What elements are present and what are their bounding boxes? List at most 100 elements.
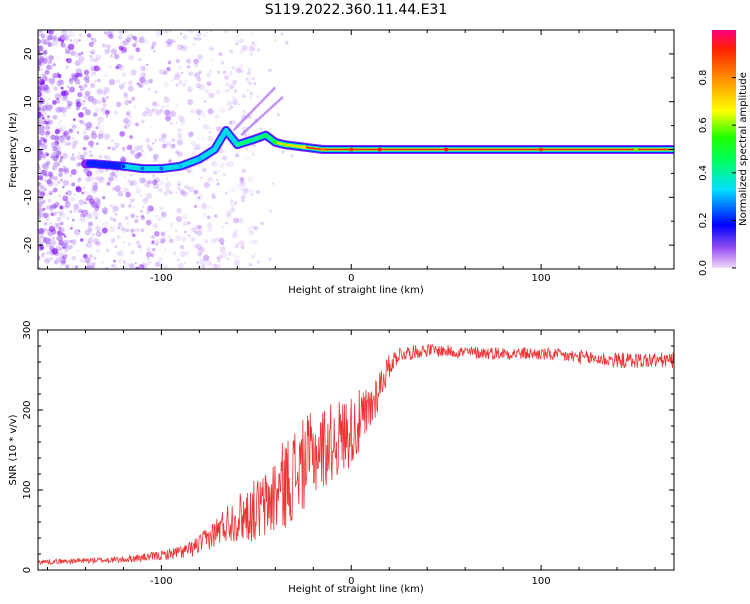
noise-speckle [196, 261, 199, 264]
noise-speckle [48, 190, 54, 196]
noise-speckle [229, 49, 234, 54]
noise-speckle [211, 194, 216, 199]
noise-speckle [48, 64, 54, 70]
noise-speckle [104, 73, 107, 77]
noise-speckle [45, 241, 52, 248]
noise-speckle [170, 143, 176, 149]
noise-speckle [253, 225, 258, 230]
noise-speckle [129, 213, 135, 219]
noise-speckle [196, 229, 203, 236]
noise-speckle [59, 205, 64, 210]
noise-speckle [39, 185, 44, 189]
spectrogram-x-axis: -100 0 100 [46, 30, 656, 284]
noise-speckle [239, 186, 243, 190]
noise-speckle [193, 62, 199, 68]
noise-speckle [86, 33, 92, 38]
noise-speckle [68, 43, 75, 50]
noise-speckle [131, 35, 135, 39]
noise-speckle [126, 109, 132, 116]
noise-speckle [71, 124, 77, 129]
noise-speckle [39, 121, 42, 124]
noise-speckle [244, 187, 249, 192]
noise-speckle [77, 249, 80, 252]
ridge-layer [303, 146, 674, 151]
noise-speckle [227, 89, 230, 92]
noise-speckle [240, 178, 244, 182]
noise-speckle [271, 182, 274, 185]
noise-speckle [92, 37, 96, 40]
noise-speckle [247, 176, 255, 183]
noise-speckle [89, 262, 94, 267]
noise-speckle [56, 97, 59, 101]
noise-speckle [83, 106, 88, 111]
noise-speckle [81, 209, 89, 216]
noise-speckle [141, 229, 145, 233]
noise-speckle [113, 218, 117, 222]
noise-speckle [63, 130, 69, 137]
noise-speckle [175, 191, 178, 194]
noise-speckle [140, 215, 146, 221]
noise-speckle [155, 109, 162, 116]
noise-speckle [242, 109, 246, 114]
noise-speckle [110, 48, 117, 55]
noise-speckle [110, 171, 116, 177]
noise-speckle [290, 154, 294, 158]
noise-speckle [89, 150, 92, 153]
noise-speckle [92, 185, 98, 192]
colorbar-gradient [712, 30, 736, 268]
noise-speckle [102, 103, 107, 108]
noise-speckle [70, 197, 75, 202]
noise-speckle [138, 37, 145, 44]
noise-speckle [57, 162, 61, 166]
noise-speckle [177, 188, 180, 191]
noise-speckle [193, 37, 197, 41]
noise-speckle [108, 33, 114, 40]
noise-speckle [86, 213, 93, 219]
noise-speckle [195, 243, 203, 250]
noise-speckle [248, 188, 255, 195]
noise-speckle [63, 132, 67, 136]
noise-speckle [82, 146, 85, 150]
noise-speckle [55, 106, 62, 113]
noise-speckle [38, 63, 42, 70]
noise-speckle [38, 240, 44, 246]
noise-speckle [147, 260, 152, 266]
noise-speckle [60, 39, 64, 44]
noise-speckle [127, 242, 132, 246]
noise-speckle [105, 114, 109, 118]
noise-speckle [137, 58, 141, 62]
noise-speckle [79, 33, 82, 37]
noise-speckle [182, 215, 187, 219]
noise-speckle [47, 104, 54, 110]
noise-speckle [160, 210, 167, 217]
noise-speckle [79, 216, 86, 223]
noise-speckle [120, 194, 124, 197]
noise-speckle [148, 87, 151, 91]
noise-speckle [199, 258, 206, 265]
noise-speckle [201, 167, 207, 173]
noise-speckle [63, 169, 68, 174]
noise-speckle [134, 148, 139, 153]
noise-speckle [252, 239, 258, 245]
noise-speckle [253, 82, 257, 86]
spectrogram-plot-area [38, 30, 674, 269]
noise-speckle [112, 210, 115, 213]
noise-speckle [237, 103, 240, 106]
noise-speckle [95, 203, 101, 208]
noise-speckle [139, 72, 146, 79]
noise-speckle [84, 75, 90, 81]
noise-speckle [40, 113, 44, 118]
ridge-point [634, 147, 638, 152]
noise-speckle [246, 71, 251, 76]
noise-speckle [65, 202, 72, 208]
noise-speckle [113, 142, 117, 145]
noise-speckle [139, 227, 145, 233]
noise-speckle [48, 192, 52, 196]
noise-speckle [93, 256, 97, 260]
noise-speckle [54, 93, 62, 100]
noise-speckle [187, 30, 190, 33]
noise-speckle [42, 200, 46, 204]
noise-speckle [175, 58, 180, 64]
noise-speckle [98, 155, 102, 159]
noise-speckle [245, 76, 252, 83]
